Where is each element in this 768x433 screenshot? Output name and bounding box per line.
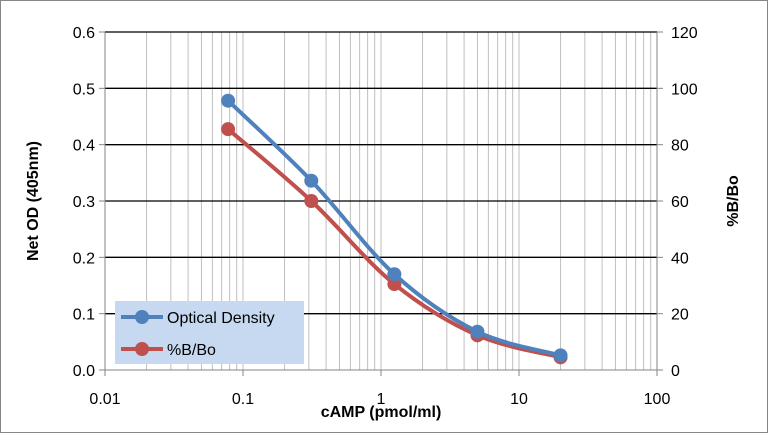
data-point-optical-density [553, 348, 568, 363]
legend-marker-bbo [135, 342, 149, 356]
y2-tick-label: 0 [671, 363, 680, 380]
y-tick-label: 0.5 [73, 81, 95, 98]
y-tick-label: 0.6 [73, 25, 95, 42]
y-axis-label: Net OD (405nm) [25, 141, 42, 261]
x-axis-label: cAMP (pmol/ml) [321, 404, 442, 421]
y2-tick-label: 120 [671, 25, 698, 42]
y2-tick-label: 20 [671, 307, 689, 324]
legend-label-bbo: %B/Bo [167, 342, 216, 359]
data-point-optical-density [221, 93, 236, 108]
x-tick-label: 10 [510, 391, 528, 408]
data-point-optical-density [470, 324, 485, 339]
y-tick-label: 0.2 [73, 250, 95, 267]
data-point-bbo [304, 194, 319, 208]
x-tick-label: 1 [377, 391, 386, 408]
y-tick-label: 0.0 [73, 363, 95, 380]
y2-tick-label: 100 [671, 81, 698, 98]
x-tick-label: 100 [644, 391, 671, 408]
y-tick-label: 0.4 [73, 138, 95, 155]
y2-axis-label: %B/Bo [725, 175, 742, 227]
data-point-bbo [387, 277, 402, 292]
y2-tick-label: 60 [671, 194, 689, 211]
legend: Optical Density %B/Bo [115, 301, 304, 364]
x-tick-label: 0.1 [232, 391, 254, 408]
data-point-optical-density [387, 267, 402, 282]
series-layer [221, 93, 568, 365]
legend-marker-optical-density [135, 310, 149, 324]
axes: 0.0 0.1 0.2 0.3 0.4 0.5 0.6 0 20 40 60 80 100 120 0.01… [73, 25, 698, 408]
x-tick-label: 0.01 [89, 391, 120, 408]
data-point-bbo [221, 122, 236, 137]
data-point-optical-density [304, 173, 319, 188]
y-tick-label: 0.3 [73, 194, 95, 211]
y2-tick-label: 40 [671, 250, 689, 267]
legend-label-optical-density: Optical Density [167, 310, 275, 327]
y-tick-label: 0.1 [73, 307, 95, 324]
grid [105, 31, 658, 370]
y2-tick-label: 80 [671, 138, 689, 155]
